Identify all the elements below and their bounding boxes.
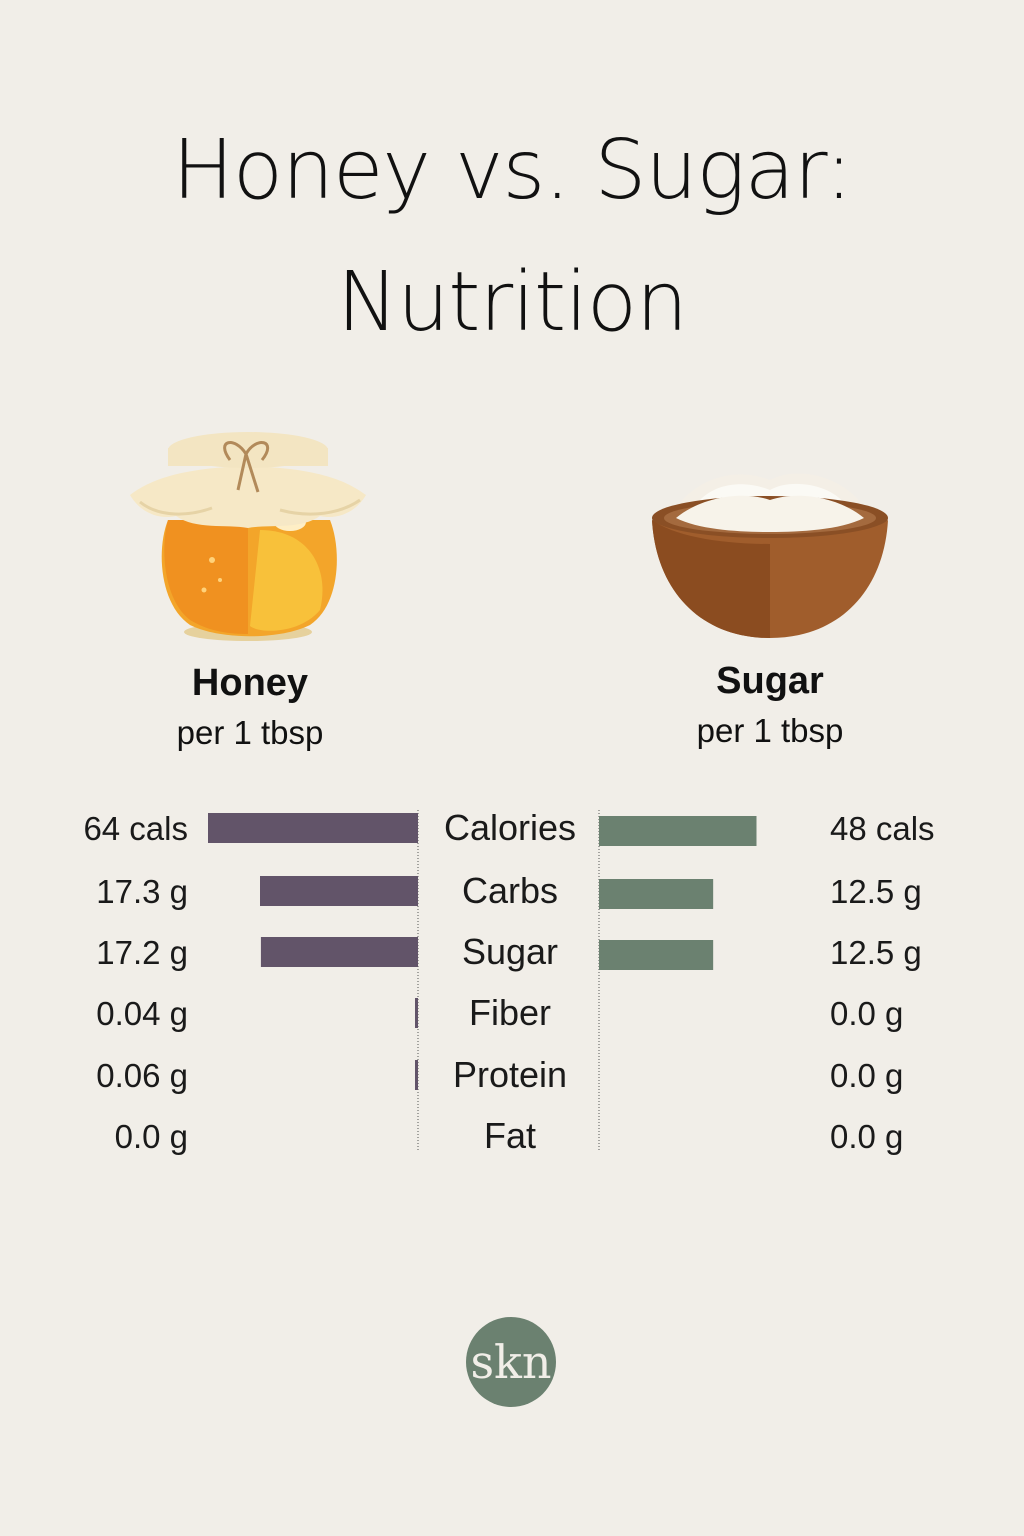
honey-bar-calories [208,813,418,843]
category-label-calories: Calories [444,807,576,848]
honey-bar-protein [415,1060,418,1090]
sugar-value-calories: 48 cals [830,810,935,847]
honey-bar-sugar [260,937,418,967]
sugar-serving: per 1 tbsp [696,712,844,749]
honey-value-sugar: 17.2 g [96,934,188,971]
brand-logo: skn [466,1317,556,1407]
page-title-line1: Honey vs. Sugar: [172,123,853,218]
sugar-name: Sugar [716,660,824,702]
honey-bar-carbs [260,876,418,906]
category-label-protein: Protein [453,1054,567,1095]
honey-header: Honey per 1 tbsp [50,664,450,749]
honey-jar-icon [130,432,366,641]
sugar-bar-calories [599,816,757,846]
sugar-value-sugar: 12.5 g [830,934,922,971]
sugar-value-fat: 0.0 g [830,1118,903,1155]
category-label-carbs: Carbs [462,870,558,911]
category-label-sugar: Sugar [462,931,558,972]
sugar-value-carbs: 12.5 g [830,873,922,910]
sugar-bowl-icon [652,473,888,638]
honey-serving: per 1 tbsp [176,714,324,751]
sugar-bar-sugar [599,940,714,970]
sugar-bar-carbs [599,879,714,909]
sugar-value-protein: 0.0 g [830,1057,903,1094]
sugar-value-fiber: 0.0 g [830,995,903,1032]
honey-value-calories: 64 cals [83,810,188,847]
category-label-fat: Fat [484,1115,536,1156]
page-title-line2: Nutrition [336,255,688,350]
honey-value-protein: 0.06 g [96,1057,188,1094]
honey-value-carbs: 17.3 g [96,873,188,910]
category-label-fiber: Fiber [469,992,551,1033]
honey-value-fiber: 0.04 g [96,995,188,1032]
logo-text: skn [470,1335,551,1389]
sugar-header: Sugar per 1 tbsp [570,662,970,747]
honey-value-fat: 0.0 g [115,1118,188,1155]
honey-bar-fiber [415,998,418,1028]
honey-name: Honey [191,662,309,704]
